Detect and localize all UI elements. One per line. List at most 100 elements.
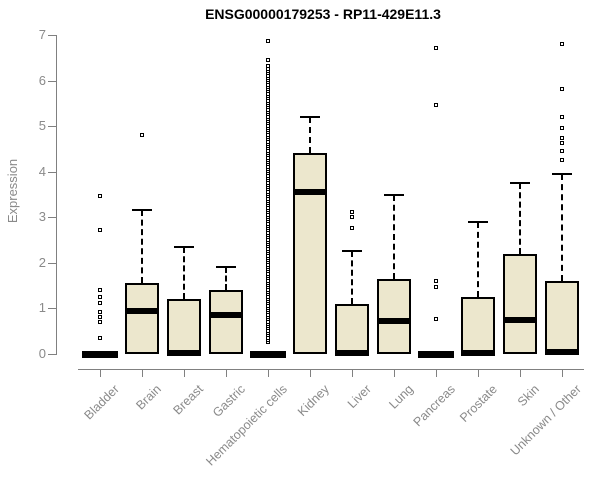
y-tick-label: 7 [38,27,46,42]
outlier-point [265,39,270,44]
outlier-point [97,194,102,199]
whisker-line [351,251,353,304]
median-line [418,350,454,358]
outlier-point [559,136,564,141]
y-axis-line [56,35,57,355]
whisker-cap [300,116,320,119]
box-body [377,278,411,354]
outlier-point [559,87,564,92]
whisker-line [183,246,185,300]
x-axis-tick [562,369,563,377]
whisker-cap [552,172,572,175]
box-body [545,281,579,354]
whisker-cap [468,220,488,223]
whisker-line [393,194,395,279]
whisker-line [309,117,311,154]
whisker-line [477,221,479,298]
y-tick-label: 4 [38,163,46,179]
y-axis-tick [48,217,56,219]
x-axis-tick [184,369,185,377]
box-body [503,253,537,354]
median-line [209,312,243,319]
y-tick-label: 3 [38,209,46,225]
x-axis-tick [226,369,227,377]
outlier-point [97,228,102,233]
whisker-cap [384,193,404,196]
outlier-point [433,278,438,283]
whisker-line [141,210,143,284]
x-axis-tick [268,369,269,377]
x-axis-tick [394,369,395,377]
outlier-point [559,125,564,130]
median-line [503,316,537,323]
y-axis-tick [48,171,56,173]
median-line [545,348,579,355]
x-category-label: Unknown / Other [507,382,584,459]
box-body [335,303,369,354]
y-axis-tick [48,35,56,36]
y-axis-tick [48,80,56,82]
y-tick-label: 6 [38,72,46,88]
chart-title: ENSG00000179253 - RP11-429E11.3 [205,6,441,22]
outlier-point [559,41,564,46]
y-tick-label: 5 [38,118,46,134]
outlier-point [349,210,354,215]
y-axis-tick [48,354,56,355]
outlier-point [559,157,564,162]
median-line [335,350,369,357]
box-body [461,297,495,354]
y-axis-tick [48,126,56,128]
median-line [82,350,118,358]
outlier-point [559,114,564,119]
y-tick-label: 2 [38,254,46,270]
median-line [293,189,327,196]
outlier-point [97,294,102,299]
outlier-point [97,287,102,292]
whisker-cap [342,250,362,253]
whisker-line [519,183,521,254]
whisker-cap [216,266,236,269]
whisker-cap [510,182,530,185]
x-axis-tick [142,369,143,377]
median-line [167,350,201,357]
outlier-point [349,214,354,219]
box-body [209,290,243,354]
outlier-point [433,285,438,290]
outlier-point [139,132,144,137]
x-axis-tick [352,369,353,377]
y-axis-tick [48,262,56,264]
y-tick-label: 1 [38,300,46,316]
outlier-point [97,310,102,315]
outlier-point [433,317,438,322]
x-axis-line [78,369,584,370]
box-body [125,283,159,354]
outlier-point [433,103,438,108]
outlier-point [265,64,270,69]
outlier-point [433,46,438,51]
outlier-point [349,226,354,231]
median-line [250,350,286,358]
y-axis-tick [48,308,56,310]
outlier-point [97,301,102,306]
whisker-cap [174,245,194,248]
x-axis-tick [520,369,521,377]
whisker-cap [132,209,152,212]
x-axis-tick [310,369,311,377]
median-line [125,307,159,314]
box-body [167,299,201,354]
outlier-point [265,57,270,62]
y-tick-label: 0 [38,346,46,361]
whisker-line [225,267,227,291]
outlier-point [559,140,564,145]
median-line [461,350,495,357]
whisker-line [561,173,563,282]
outlier-point [97,335,102,340]
x-axis-tick [100,369,101,377]
x-axis-tick [478,369,479,377]
outlier-point [97,319,102,324]
box-body [293,153,327,354]
outlier-point [97,315,102,320]
outlier-point [559,148,564,153]
median-line [377,318,411,325]
